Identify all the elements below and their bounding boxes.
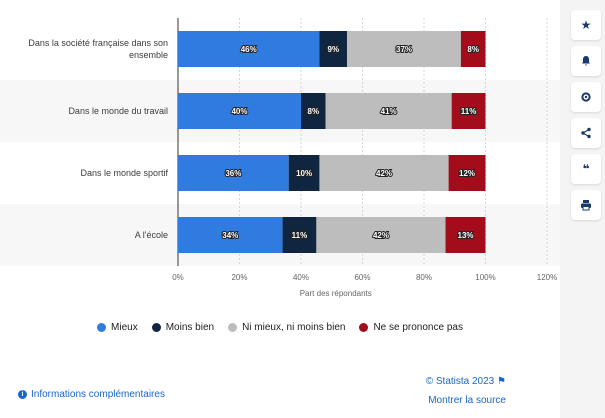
bar-segment[interactable] bbox=[451, 93, 486, 129]
bar-segment[interactable] bbox=[288, 155, 320, 191]
chart: 46% 9% 37% 8% 40% 8% 41% 11% 36% 10% 42% 12% 34% 11% 4… bbox=[28, 18, 558, 298]
legend-label: Ni mieux, ni moins bien bbox=[242, 322, 346, 333]
bar-segment[interactable] bbox=[347, 31, 461, 67]
legend-marker bbox=[228, 323, 238, 332]
x-tick-label: 100% bbox=[475, 273, 495, 282]
category-label: Dans le monde du travail bbox=[68, 106, 168, 116]
share-icon bbox=[581, 127, 591, 139]
bar-segment[interactable] bbox=[319, 155, 449, 191]
settings-button[interactable] bbox=[571, 82, 601, 112]
category-label: Dans la société française dans son ensemb… bbox=[28, 38, 168, 60]
star-icon: ★ bbox=[580, 18, 592, 32]
footer-right: © Statista 2023 ⚑ Montrer la source bbox=[426, 372, 506, 410]
bar-segment[interactable] bbox=[178, 31, 320, 67]
data-label: 9% bbox=[328, 45, 340, 54]
data-label: 8% bbox=[467, 45, 479, 54]
flag-icon: ⚑ bbox=[497, 376, 506, 387]
data-label: 42% bbox=[373, 231, 389, 240]
print-icon bbox=[581, 200, 591, 211]
data-label: 46% bbox=[241, 45, 257, 54]
x-tick-label: 80% bbox=[416, 273, 432, 282]
x-tick-label: 0% bbox=[172, 273, 184, 282]
legend-item[interactable]: Ni mieux, ni moins bien bbox=[228, 322, 345, 333]
bar-segment[interactable] bbox=[178, 155, 289, 191]
statista-copyright[interactable]: © Statista 2023 ⚑ bbox=[425, 376, 506, 387]
gear-icon bbox=[581, 92, 591, 102]
legend: Mieux Moins bien Ni mieux, ni moins bien Ne… bbox=[0, 322, 560, 333]
category-label: A l'école bbox=[135, 230, 168, 240]
category-label: Dans le monde sportif bbox=[80, 168, 168, 178]
data-label: 34% bbox=[222, 231, 238, 240]
data-label: 36% bbox=[225, 169, 241, 178]
legend-marker bbox=[151, 323, 161, 332]
legend-marker bbox=[359, 323, 369, 332]
toolbar: ★ ❝ bbox=[571, 10, 603, 226]
data-label: 11% bbox=[461, 107, 477, 116]
bar-segment[interactable] bbox=[301, 93, 326, 129]
data-label: 41% bbox=[381, 107, 397, 116]
x-tick-label: 60% bbox=[354, 273, 370, 282]
data-label: 10% bbox=[296, 169, 312, 178]
notification-button[interactable] bbox=[571, 46, 601, 76]
share-button[interactable] bbox=[571, 118, 601, 148]
data-label: 40% bbox=[231, 107, 247, 116]
x-axis-title: Part des répondants bbox=[300, 289, 372, 298]
quote-icon: ❝ bbox=[582, 162, 590, 176]
bar-segment[interactable] bbox=[445, 217, 486, 253]
legend-label: Moins bien bbox=[165, 322, 215, 333]
bar-segment[interactable] bbox=[282, 217, 317, 253]
bar-segment[interactable] bbox=[448, 155, 486, 191]
info-link-label: Informations complémentaires bbox=[31, 389, 165, 400]
data-label: 8% bbox=[308, 107, 320, 116]
x-tick-label: 20% bbox=[231, 273, 247, 282]
legend-marker bbox=[97, 323, 107, 332]
bar-segment[interactable] bbox=[178, 217, 283, 253]
data-label: 11% bbox=[292, 231, 308, 240]
data-label: 12% bbox=[459, 169, 475, 178]
chart-card: 46% 9% 37% 8% 40% 8% 41% 11% 36% 10% 42% 12% 34% 11% 4… bbox=[0, 0, 560, 418]
info-icon: i bbox=[18, 390, 27, 399]
legend-label: Mieux bbox=[111, 322, 138, 333]
legend-label: Ne se prononce pas bbox=[373, 322, 463, 333]
bar-segment[interactable] bbox=[460, 31, 486, 67]
x-tick-label: 120% bbox=[537, 273, 557, 282]
bar-segment[interactable] bbox=[319, 31, 348, 67]
show-source-link[interactable]: Montrer la source bbox=[428, 395, 506, 406]
bar-segment[interactable] bbox=[325, 93, 452, 129]
x-tick-label: 40% bbox=[293, 273, 309, 282]
data-label: 42% bbox=[376, 169, 392, 178]
favorite-button[interactable]: ★ bbox=[571, 10, 601, 40]
legend-item[interactable]: Moins bien bbox=[151, 322, 215, 333]
data-label: 37% bbox=[396, 45, 412, 54]
info-link[interactable]: i Informations complémentaires bbox=[18, 389, 165, 400]
bar-segment[interactable] bbox=[178, 93, 301, 129]
legend-item[interactable]: Ne se prononce pas bbox=[359, 322, 463, 333]
print-button[interactable] bbox=[571, 190, 601, 220]
cite-button[interactable]: ❝ bbox=[571, 154, 601, 184]
bell-icon bbox=[582, 56, 590, 66]
bar-segment[interactable] bbox=[316, 217, 446, 253]
legend-item[interactable]: Mieux bbox=[97, 322, 138, 333]
data-label: 13% bbox=[458, 231, 474, 240]
